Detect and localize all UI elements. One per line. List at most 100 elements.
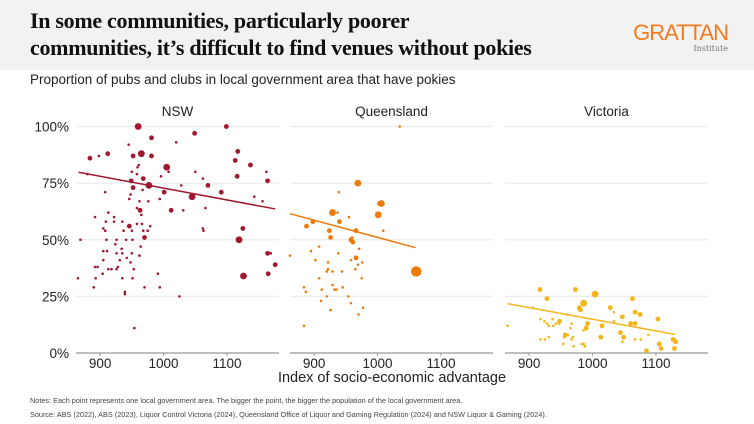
data-point — [265, 178, 270, 184]
x-tick-label: 1100 — [426, 356, 455, 371]
data-point — [630, 296, 635, 302]
data-point — [544, 296, 550, 302]
data-point — [551, 317, 554, 321]
grattan-logo: GRATTAN Institute — [633, 22, 729, 54]
data-point — [101, 249, 105, 253]
y-tick-label: 75% — [42, 176, 69, 191]
data-point — [571, 335, 575, 339]
data-point — [302, 286, 306, 289]
data-point — [181, 209, 185, 212]
data-point — [123, 292, 127, 296]
data-point — [105, 151, 111, 157]
data-point — [607, 305, 613, 311]
data-point — [140, 222, 144, 226]
y-tick-label: 0% — [49, 346, 69, 361]
data-point — [130, 252, 134, 255]
data-point — [335, 288, 338, 291]
data-point — [331, 270, 334, 273]
data-point — [288, 254, 292, 257]
data-point — [658, 346, 664, 351]
data-point — [121, 252, 124, 255]
data-point — [319, 299, 323, 303]
data-point — [341, 286, 344, 289]
data-point — [340, 270, 344, 273]
data-point — [580, 342, 584, 346]
data-point — [618, 330, 623, 336]
x-tick-label: 1000 — [149, 356, 179, 371]
data-point — [331, 283, 334, 287]
panel-victoria: Victoria 900 1000 1100 — [505, 104, 708, 371]
data-point — [639, 338, 643, 341]
trend-line — [78, 171, 276, 210]
x-tick-label: 900 — [303, 356, 326, 371]
data-point — [103, 229, 107, 232]
data-point — [357, 313, 360, 316]
data-point — [361, 306, 365, 310]
data-point — [147, 199, 150, 203]
data-point — [598, 334, 604, 340]
data-point — [328, 235, 333, 240]
data-point — [265, 250, 270, 256]
data-point — [136, 165, 139, 169]
data-point — [178, 295, 181, 298]
data-point — [235, 236, 243, 244]
data-point — [261, 199, 264, 203]
data-point — [398, 125, 402, 128]
data-point — [265, 170, 268, 174]
data-point — [583, 325, 589, 331]
data-point — [633, 338, 637, 341]
data-point — [566, 333, 570, 337]
data-point — [105, 249, 109, 253]
data-point — [76, 276, 80, 280]
data-point — [506, 324, 509, 328]
data-point — [354, 179, 362, 187]
data-point — [131, 238, 134, 242]
data-point — [135, 222, 139, 226]
data-point — [350, 239, 356, 245]
data-point — [585, 321, 590, 326]
data-point — [235, 149, 241, 154]
data-point — [570, 322, 573, 325]
data-point — [135, 172, 139, 176]
data-point — [204, 206, 207, 210]
data-point — [140, 176, 146, 181]
data-point — [411, 266, 422, 277]
data-point — [326, 261, 330, 264]
data-point — [180, 184, 183, 187]
data-point — [110, 267, 113, 271]
data-point — [121, 220, 124, 223]
data-point — [107, 211, 110, 214]
y-tick-label: 100% — [34, 120, 69, 135]
data-point — [127, 143, 130, 146]
data-point — [139, 245, 143, 248]
data-point — [121, 276, 124, 280]
data-point — [265, 271, 271, 277]
data-point — [671, 346, 677, 351]
data-point — [240, 272, 247, 280]
data-point — [158, 286, 162, 289]
data-point — [132, 267, 136, 271]
data-point — [673, 339, 679, 345]
data-point — [632, 309, 638, 315]
x-tick-label: 1000 — [363, 356, 393, 371]
data-point — [156, 272, 160, 276]
data-point — [621, 334, 627, 340]
data-point — [124, 238, 128, 242]
data-point — [557, 322, 561, 325]
data-point — [583, 344, 587, 348]
data-point — [137, 150, 145, 158]
data-point — [360, 276, 363, 280]
data-point — [336, 211, 339, 214]
data-point — [163, 163, 171, 171]
data-point — [167, 170, 170, 174]
panel-title: Victoria — [584, 104, 629, 119]
data-point — [93, 215, 97, 219]
data-point — [554, 322, 558, 325]
data-point — [116, 265, 120, 269]
data-point — [158, 197, 162, 201]
data-point — [356, 263, 360, 266]
data-point — [320, 288, 324, 291]
panel-queensland: Queensland 900 1000 1100 — [288, 104, 493, 371]
data-point — [562, 342, 565, 346]
data-point — [304, 290, 308, 294]
